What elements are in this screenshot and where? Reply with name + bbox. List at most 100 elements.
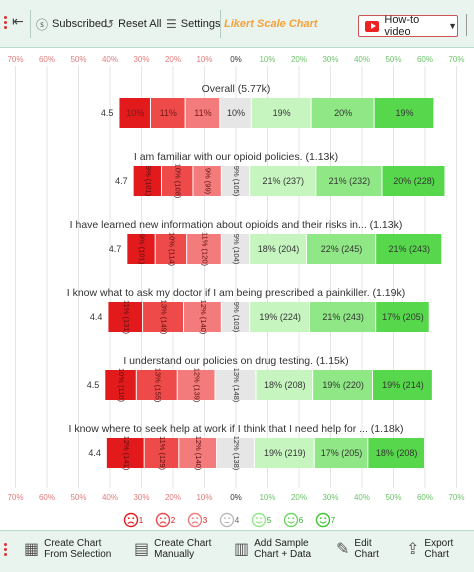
likert-segment	[217, 438, 254, 468]
segment-label: 19% (219)	[264, 448, 306, 458]
segment-label: 19% (220)	[322, 380, 364, 390]
likert-segment	[215, 370, 256, 400]
reset-all-button[interactable]: ↺ Reset All	[104, 14, 161, 34]
segment-label: 9% (104)	[232, 234, 241, 265]
legend-face-mouth	[159, 521, 167, 524]
likert-segment	[376, 234, 442, 264]
axis-tick-label-bottom: 40%	[354, 493, 370, 502]
axis-tick-label-top: 50%	[385, 55, 401, 64]
drag-handle-icon[interactable]	[4, 14, 8, 34]
axis-tick-label-top: 10%	[259, 55, 275, 64]
legend-face-icon	[155, 512, 171, 528]
bottom-toolbar: ▦ Create Chart From Selection ▤ Create C…	[0, 530, 474, 572]
howto-video-dropdown[interactable]: How-to video ▼	[358, 14, 458, 38]
chevron-down-icon: ▼	[448, 21, 457, 31]
reset-icon: ↺	[104, 17, 115, 31]
legend-face-eye	[319, 517, 322, 520]
likert-segment	[254, 438, 314, 468]
likert-segment	[193, 166, 221, 196]
legend-face-eye	[255, 517, 258, 520]
axis-tick-label-bottom: 50%	[70, 493, 86, 502]
export-icon: ⇪	[406, 540, 420, 558]
axis-tick-label-top: 10%	[196, 55, 212, 64]
likert-segment	[368, 438, 424, 468]
drag-handle-icon[interactable]	[4, 541, 8, 561]
add-sample-button[interactable]: ▥ Add Sample Chart + Data	[234, 538, 312, 560]
likert-segment	[119, 98, 150, 128]
legend-face-mouth	[319, 521, 327, 524]
likert-segment	[382, 166, 445, 196]
legend-face-mouth	[191, 521, 199, 524]
segment-label: 18% (208)	[264, 380, 306, 390]
likert-segment	[256, 370, 313, 400]
legend-face-mouth	[127, 521, 135, 524]
likert-segment	[314, 438, 368, 468]
settings-button[interactable]: ☰ Settings	[166, 14, 221, 34]
mean-label: 4.5	[101, 108, 114, 118]
segment-label: 9% (101)	[144, 166, 153, 197]
axis-tick-label-top: 20%	[291, 55, 307, 64]
likert-chart: 70%70%60%60%50%50%40%40%30%30%20%20%10%1…	[7, 55, 465, 528]
edit-chart-icon: ✎	[336, 540, 350, 558]
legend-face-icon	[283, 512, 299, 528]
likert-segment	[179, 438, 217, 468]
howto-label: How-to video	[384, 14, 420, 38]
toolbar-divider	[30, 10, 31, 38]
toolbar-divider	[220, 10, 221, 38]
axis-tick-label-top: 50%	[70, 55, 86, 64]
question-title: I know where to seek help at work if I t…	[68, 423, 403, 435]
create-manually-button[interactable]: ▤ Create Chart Manually	[134, 538, 224, 560]
likert-segment	[220, 98, 251, 128]
segment-label: 18% (204)	[258, 244, 300, 254]
likert-segment	[187, 234, 221, 264]
legend-face-icon	[187, 512, 203, 528]
likert-segment	[177, 370, 215, 400]
axis-tick-label-bottom: 60%	[39, 493, 55, 502]
likert-segment	[310, 302, 376, 332]
subscribed-label: Subscribed	[52, 18, 108, 30]
legend-face-eye	[223, 517, 226, 520]
axis-tick-label-top: 70%	[448, 55, 464, 64]
subscribed-button[interactable]: ⓢ Subscribed	[36, 14, 107, 34]
question-title: Overall (5.77k)	[202, 83, 271, 95]
likert-segment	[374, 98, 434, 128]
likert-segment	[373, 370, 432, 400]
legend-label: 5	[267, 516, 272, 525]
legend-face-mouth	[287, 521, 295, 524]
mean-label: 4.4	[90, 312, 103, 322]
likert-segment	[136, 370, 177, 400]
settings-label: Settings	[180, 18, 221, 30]
back-arrow-icon[interactable]: ⇤	[12, 13, 24, 29]
question-title: I understand our policies on drug testin…	[123, 355, 348, 367]
axis-tick-label-bottom: 0%	[230, 493, 242, 502]
legend-face-eye	[132, 517, 135, 520]
legend-face-eye	[191, 517, 194, 520]
likert-segment	[250, 302, 310, 332]
legend-label: 4	[235, 516, 240, 525]
segment-label: 17% (205)	[382, 312, 424, 322]
likert-segment	[221, 234, 250, 264]
create-from-selection-button[interactable]: ▦ Create Chart From Selection	[24, 538, 114, 560]
likert-segment	[306, 234, 376, 264]
edit-chart-label: Edit Chart	[354, 538, 379, 560]
likert-segment	[133, 166, 161, 196]
segment-label: 12% (141)	[122, 436, 131, 471]
edit-chart-button[interactable]: ✎ Edit Chart	[336, 538, 388, 560]
likert-segment	[144, 438, 179, 468]
export-chart-label: Export Chart	[424, 538, 454, 560]
legend-label: 1	[139, 516, 144, 525]
likert-segment	[221, 166, 250, 196]
export-chart-button[interactable]: ⇪ Export Chart	[406, 538, 464, 560]
legend-face-eye	[228, 517, 231, 520]
legend-face-eye	[292, 517, 295, 520]
segment-label: 22% (245)	[321, 244, 363, 254]
axis-tick-label-bottom: 40%	[102, 493, 118, 502]
segment-label: 12% (140)	[194, 436, 203, 471]
likert-segment	[105, 370, 136, 400]
create-from-selection-label: Create Chart From Selection	[44, 538, 112, 560]
likert-segment	[150, 98, 185, 128]
axis-tick-label-bottom: 30%	[133, 493, 149, 502]
axis-tick-label-top: 40%	[354, 55, 370, 64]
likert-segment	[221, 302, 250, 332]
segment-label: 9% (105)	[232, 166, 241, 197]
